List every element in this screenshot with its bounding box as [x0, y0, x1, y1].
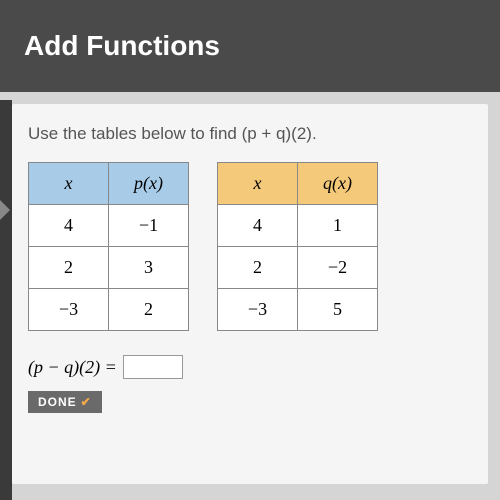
left-panel-edge: [0, 100, 12, 500]
cell: 2: [109, 289, 189, 331]
cell: 2: [218, 247, 298, 289]
table-q-header-qx: q(x): [298, 163, 378, 205]
table-p-header-px: p(x): [109, 163, 189, 205]
table-q: x q(x) 4 1 2 −2 −3 5: [217, 162, 378, 331]
done-button[interactable]: DONE ✔: [28, 391, 102, 413]
table-p-header-x: x: [29, 163, 109, 205]
cell: −3: [29, 289, 109, 331]
cell: 3: [109, 247, 189, 289]
table-row: −3 5: [218, 289, 378, 331]
done-label: DONE: [38, 395, 77, 409]
page-title: Add Functions: [24, 30, 220, 61]
cell: −1: [109, 205, 189, 247]
cell: 1: [298, 205, 378, 247]
page-header: Add Functions: [0, 0, 500, 92]
table-row: −3 2: [29, 289, 189, 331]
content-panel: Use the tables below to find (p + q)(2).…: [12, 104, 488, 484]
expand-arrow-icon[interactable]: [0, 200, 10, 220]
equation-label: (p − q)(2) =: [28, 357, 117, 378]
table-row: 4 −1: [29, 205, 189, 247]
cell: 2: [29, 247, 109, 289]
tables-container: x p(x) 4 −1 2 3 −3 2 x q(x) 4 1: [28, 162, 472, 331]
cell: −3: [218, 289, 298, 331]
table-row: 2 −2: [218, 247, 378, 289]
table-row: 2 3: [29, 247, 189, 289]
table-p: x p(x) 4 −1 2 3 −3 2: [28, 162, 189, 331]
table-q-header-x: x: [218, 163, 298, 205]
cell: −2: [298, 247, 378, 289]
table-row: 4 1: [218, 205, 378, 247]
cell: 5: [298, 289, 378, 331]
check-icon: ✔: [81, 395, 92, 409]
instruction-text: Use the tables below to find (p + q)(2).: [28, 124, 472, 144]
cell: 4: [29, 205, 109, 247]
equation-row: (p − q)(2) =: [28, 355, 472, 379]
answer-input[interactable]: [123, 355, 183, 379]
cell: 4: [218, 205, 298, 247]
